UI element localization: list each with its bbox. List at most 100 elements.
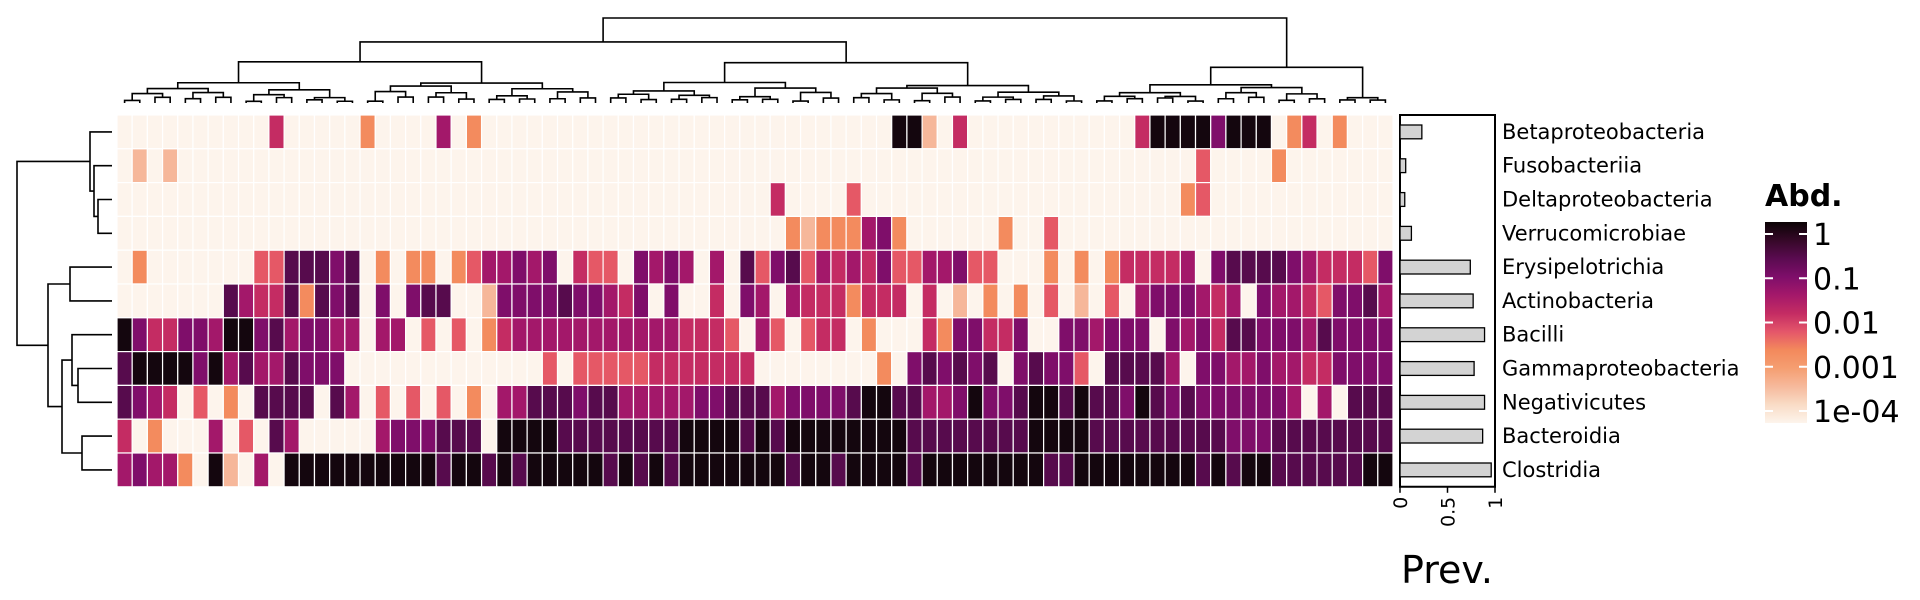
heatmap-cell <box>769 114 786 150</box>
heatmap-cell <box>1331 182 1349 218</box>
heatmap-cell <box>1240 283 1257 319</box>
heatmap-cell <box>268 418 285 454</box>
heatmap-cell <box>1362 283 1379 319</box>
heatmap-cell <box>1012 317 1030 353</box>
heatmap-cell <box>754 249 771 285</box>
row-label: Bacilli <box>1502 323 1564 347</box>
heatmap-cell <box>815 182 832 218</box>
heatmap-cell <box>1027 148 1045 184</box>
heatmap-cell <box>1240 215 1257 251</box>
heatmap-cell <box>769 148 786 184</box>
heatmap-cell <box>541 384 559 420</box>
heatmap-cell <box>1179 452 1197 488</box>
dendrogram-branch <box>252 93 285 102</box>
heatmap-cell <box>663 182 680 218</box>
dendrogram-branch <box>389 85 452 93</box>
heatmap-cell <box>359 215 376 251</box>
heatmap-cell <box>921 351 938 387</box>
heatmap-cell <box>1149 114 1166 150</box>
heatmap-cell <box>161 351 179 387</box>
heatmap-cell <box>329 283 346 319</box>
heatmap-cell <box>982 215 999 251</box>
heatmap-cell <box>1377 317 1394 353</box>
heatmap-cell <box>1149 148 1166 184</box>
dendrogram-branch <box>495 94 528 100</box>
heatmap-cell <box>815 384 832 420</box>
dendrogram-branch <box>374 90 407 102</box>
heatmap-cell <box>799 182 817 218</box>
heatmap-cell <box>769 418 786 454</box>
heatmap-cell <box>1058 283 1075 319</box>
heatmap-cell <box>1103 182 1121 218</box>
heatmap-cell <box>1210 114 1227 150</box>
heatmap-cell <box>298 317 316 353</box>
heatmap-cell <box>526 283 543 319</box>
heatmap-cell <box>374 182 392 218</box>
row-label: Verrucomicrobiae <box>1502 221 1686 245</box>
row-labels: Betaproteobacteria Fusobacteriia Deltaprot… <box>1502 120 1740 482</box>
heatmap-cell <box>283 418 300 454</box>
heatmap-cell <box>146 418 164 454</box>
heatmap-cell <box>784 384 802 420</box>
dendrogram-branch <box>883 99 901 103</box>
heatmap-cell <box>1043 114 1060 150</box>
heatmap-cell <box>587 283 604 319</box>
heatmap-cell <box>313 317 331 353</box>
heatmap-cell <box>450 249 467 285</box>
heatmap-cell <box>1255 148 1273 184</box>
heatmap-cell <box>1270 114 1288 150</box>
heatmap-cell <box>572 351 589 387</box>
heatmap-cell <box>632 418 650 454</box>
heatmap-cell <box>526 215 543 251</box>
heatmap-cell <box>1362 452 1379 488</box>
prevalence-bar <box>1399 225 1413 241</box>
heatmap-cell <box>739 215 756 251</box>
row-dendrogram <box>16 131 112 471</box>
heatmap-cell <box>192 182 209 218</box>
heatmap-cell <box>739 283 756 319</box>
heatmap-cell <box>845 283 862 319</box>
heatmap-cell <box>435 148 452 184</box>
dendrogram-branch <box>822 97 840 103</box>
heatmap-cell <box>967 114 984 150</box>
heatmap-cell <box>298 384 316 420</box>
dendrogram-branch <box>1065 100 1083 103</box>
heatmap-cell <box>921 249 938 285</box>
heatmap-cell <box>799 249 817 285</box>
dendrogram-branch <box>875 87 939 94</box>
dendrogram-branch <box>81 435 112 471</box>
heatmap-cell <box>253 283 270 319</box>
heatmap-cell <box>313 249 331 285</box>
heatmap-cell <box>1377 351 1394 387</box>
heatmap-cell <box>1255 215 1273 251</box>
heatmap-cell <box>237 418 255 454</box>
heatmap-cell <box>1240 182 1257 218</box>
heatmap-cell <box>617 351 635 387</box>
heatmap-cell <box>663 283 680 319</box>
heatmap-cell <box>693 148 711 184</box>
heatmap-cell <box>1134 182 1151 218</box>
heatmap-cell <box>602 283 619 319</box>
heatmap-cell <box>1346 249 1364 285</box>
heatmap-cell <box>815 351 832 387</box>
heatmap-cell <box>177 283 194 319</box>
dendrogram-branch <box>1240 86 1303 94</box>
heatmap-cell <box>313 182 331 218</box>
heatmap-cell <box>815 249 832 285</box>
heatmap-cell <box>724 283 741 319</box>
heatmap-cell <box>465 215 483 251</box>
heatmap-cell <box>799 384 817 420</box>
heatmap-cell <box>602 148 619 184</box>
heatmap-cell <box>875 148 893 184</box>
heatmap-cell <box>1027 351 1045 387</box>
heatmap-cell <box>450 418 467 454</box>
heatmap-cell <box>1088 351 1105 387</box>
heatmap-cell <box>511 215 528 251</box>
heatmap-cell <box>556 215 574 251</box>
dendrogram-branch <box>792 100 809 103</box>
heatmap-cell <box>921 215 938 251</box>
heatmap-cell <box>541 182 559 218</box>
legend-title: Abd. <box>1765 179 1843 214</box>
heatmap-cell <box>602 182 619 218</box>
heatmap-cell <box>830 384 847 420</box>
